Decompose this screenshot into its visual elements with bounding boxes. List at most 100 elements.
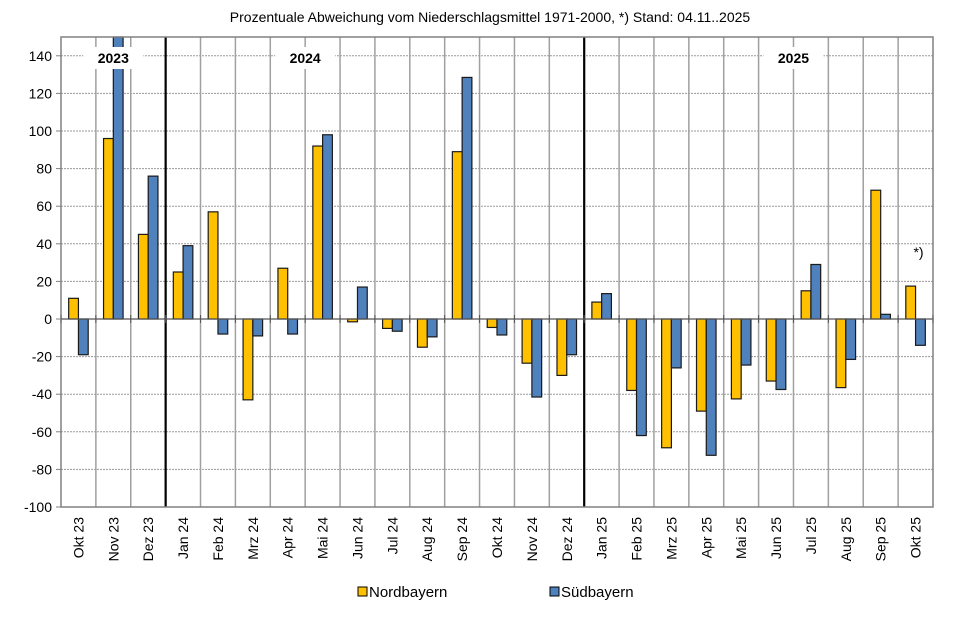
x-tick-label: Mai 24 bbox=[315, 517, 331, 559]
x-tick-label: Feb 24 bbox=[210, 517, 226, 561]
bar-nordbayern-jan-24 bbox=[172, 271, 184, 320]
x-tick-label: Okt 24 bbox=[489, 517, 505, 558]
legend-swatch-nordbayern bbox=[357, 586, 368, 597]
x-tick-label: Okt 25 bbox=[908, 517, 924, 558]
bar-suedbayern-feb-24 bbox=[217, 318, 229, 335]
y-tick-label: -100 bbox=[24, 499, 52, 515]
bar-nordbayern-sep-24 bbox=[451, 151, 463, 320]
y-tick-label: 20 bbox=[36, 273, 52, 289]
bar-suedbayern-apr-24 bbox=[287, 318, 299, 335]
x-tick-label: Jan 24 bbox=[175, 517, 191, 559]
y-tick-label: 100 bbox=[29, 123, 53, 139]
x-tick-label: Mrz 25 bbox=[663, 517, 679, 560]
plot-border bbox=[60, 36, 934, 508]
bar-nordbayern-mrz-25 bbox=[661, 318, 673, 449]
bar-suedbayern-okt-25 bbox=[914, 318, 926, 346]
x-tick-label: Sep 25 bbox=[873, 517, 889, 562]
bar-nordbayern-dez-23 bbox=[137, 233, 149, 320]
x-tick-label: Nov 23 bbox=[105, 517, 121, 562]
x-tick-label: Mai 25 bbox=[733, 517, 749, 559]
legend-swatch-suedbayern bbox=[549, 586, 560, 597]
x-tick-label: Apr 24 bbox=[280, 517, 296, 558]
x-tick-label: Feb 25 bbox=[629, 517, 645, 561]
x-tick-label: Okt 23 bbox=[70, 517, 86, 558]
bar-nordbayern-nov-24 bbox=[521, 318, 533, 364]
bar-nordbayern-mai-24 bbox=[312, 145, 324, 320]
legend: Nordbayern Südbayern bbox=[357, 584, 634, 601]
bar-nordbayern-aug-24 bbox=[416, 318, 428, 348]
year-label-box bbox=[83, 47, 144, 69]
x-tick-label: Nov 24 bbox=[524, 517, 540, 562]
y-tick-label: -60 bbox=[32, 424, 52, 440]
y-tick-label: 140 bbox=[29, 48, 53, 64]
bar-suedbayern-apr-25 bbox=[705, 318, 717, 456]
bar-nordbayern-jul-25 bbox=[800, 290, 812, 320]
x-tick-label: Jun 25 bbox=[768, 517, 784, 559]
bar-suedbayern-mrz-24 bbox=[252, 318, 264, 337]
chart-title: Prozentuale Abweichung vom Niederschlags… bbox=[230, 9, 751, 25]
bar-suedbayern-jun-25 bbox=[775, 318, 787, 391]
y-tick-label: 0 bbox=[44, 311, 52, 327]
x-tick-label: Aug 25 bbox=[838, 517, 854, 562]
year-label: 2025 bbox=[778, 50, 809, 66]
x-tick-label: Dez 23 bbox=[140, 517, 156, 562]
bars bbox=[68, 36, 926, 456]
bar-nordbayern-sep-25 bbox=[870, 189, 882, 320]
y-tick-label: -40 bbox=[32, 386, 52, 402]
bar-nordbayern-feb-25 bbox=[626, 318, 638, 392]
y-tick-label: 40 bbox=[36, 236, 52, 252]
year-label-box bbox=[275, 47, 336, 69]
bar-suedbayern-okt-24 bbox=[496, 318, 508, 336]
bar-suedbayern-mrz-25 bbox=[670, 318, 682, 369]
legend-label-nordbayern: Nordbayern bbox=[369, 584, 447, 601]
bar-suedbayern-mai-25 bbox=[740, 318, 752, 366]
y-tick-label: -20 bbox=[32, 349, 52, 365]
footnote-marker: *) bbox=[913, 244, 923, 260]
bar-nordbayern-okt-25 bbox=[905, 285, 917, 320]
x-tick-label: Dez 24 bbox=[559, 517, 575, 562]
x-tick-label: Jul 25 bbox=[803, 517, 819, 555]
y-tick-label: -80 bbox=[32, 461, 52, 477]
bar-suedbayern-sep-24 bbox=[461, 76, 473, 320]
bar-nordbayern-dez-24 bbox=[556, 318, 568, 377]
x-axis-ticks: Okt 23 Nov 23 Dez 23 Jan 24 Feb 24 Mrz 24 Apr … bbox=[70, 517, 923, 562]
annotations: *) bbox=[913, 244, 923, 260]
y-tick-label: 80 bbox=[36, 161, 52, 177]
bar-nordbayern-feb-24 bbox=[207, 211, 219, 320]
bar-nordbayern-mai-25 bbox=[730, 318, 742, 400]
year-label: 2024 bbox=[290, 50, 321, 66]
x-tick-label: Jan 25 bbox=[594, 517, 610, 559]
bar-nordbayern-jul-24 bbox=[381, 318, 393, 329]
bar-nordbayern-nov-23 bbox=[102, 137, 114, 320]
bar-suedbayern-okt-23 bbox=[77, 318, 89, 356]
bar-nordbayern-apr-24 bbox=[277, 267, 289, 320]
bar-suedbayern-dez-24 bbox=[566, 318, 578, 356]
x-tick-label: Sep 24 bbox=[454, 517, 470, 562]
bar-suedbayern-aug-24 bbox=[426, 318, 438, 338]
x-tick-label: Apr 25 bbox=[698, 517, 714, 558]
x-tick-label: Mrz 24 bbox=[245, 517, 261, 560]
bar-suedbayern-nov-24 bbox=[531, 318, 543, 398]
y-tick-label: 60 bbox=[36, 198, 52, 214]
bar-nordbayern-mrz-24 bbox=[242, 318, 254, 401]
bar-nordbayern-jun-25 bbox=[765, 318, 777, 382]
year-labels: 2023 2024 2025 bbox=[83, 47, 824, 69]
x-tick-label: Aug 24 bbox=[419, 517, 435, 562]
bar-nordbayern-okt-23 bbox=[68, 297, 80, 320]
x-tick-label: Jun 24 bbox=[349, 517, 365, 559]
x-tick-label: Jul 24 bbox=[384, 517, 400, 555]
grid bbox=[61, 37, 933, 507]
bar-nordbayern-jan-25 bbox=[591, 301, 603, 320]
y-axis-ticks: 140 120 100 80 60 40 20 0 -20 -40 -60 -80 -100 bbox=[24, 48, 61, 515]
bar-suedbayern-nov-23 bbox=[112, 36, 124, 320]
bar-suedbayern-jul-24 bbox=[391, 318, 403, 332]
plot-area bbox=[61, 37, 933, 507]
bar-nordbayern-okt-24 bbox=[486, 318, 498, 329]
bar-nordbayern-apr-25 bbox=[695, 318, 707, 412]
bar-suedbayern-feb-25 bbox=[635, 318, 647, 437]
legend-label-suedbayern: Südbayern bbox=[561, 584, 634, 601]
year-label: 2023 bbox=[98, 50, 129, 66]
bar-suedbayern-mai-24 bbox=[322, 134, 333, 320]
y-tick-label: 120 bbox=[29, 85, 53, 101]
